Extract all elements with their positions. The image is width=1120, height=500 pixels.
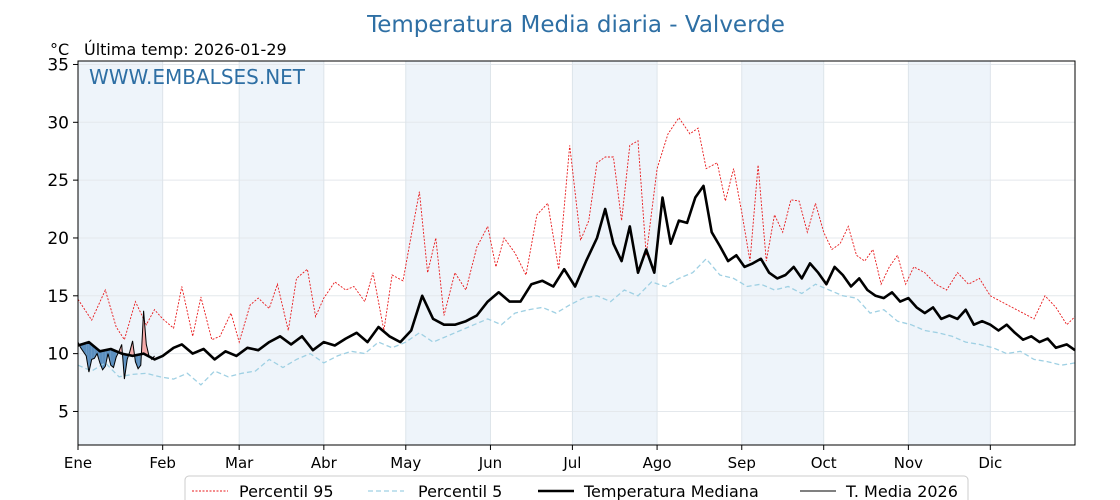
y-tick-label: 25 [47,171,69,191]
series-line-median [77,184,1076,361]
legend-box [184,475,969,500]
legend-label-median: Temperatura Mediana [583,482,759,500]
x-tick-label: Jul [562,454,581,472]
last-reading-label: Última temp: 2026-01-29 [84,40,287,59]
y-tick-label: 5 [58,402,69,422]
x-tick-label: Feb [149,454,176,472]
y-tick-label: 30 [47,113,69,133]
x-tick-label: Dic [978,454,1002,472]
x-tick-label: Oct [811,454,837,472]
legend-label-p95: Percentil 95 [239,482,334,500]
month-shade [908,61,991,445]
month-shade [239,61,324,445]
x-tick-label: May [390,454,421,472]
below-median-fill [138,354,141,369]
y-axis: 5 10 15 20 25 30 35 [47,55,78,422]
y-tick-label: 35 [47,55,69,75]
chart-title: Temperatura Media diaria - Valverde [366,12,785,38]
series-lines [77,116,1076,386]
month-shade [741,61,824,445]
legend-label-current: T. Media 2026 [845,482,958,500]
x-tick-label: Abr [311,454,338,472]
below-median-fill [80,342,87,356]
below-median-fill [88,342,92,373]
x-axis: Ene Feb Mar Abr May Jun Jul Ago Sep Oct Nov Dic [64,445,1002,472]
month-shade [78,61,163,445]
x-tick-label: Ene [64,454,92,472]
below-median-fill [110,349,114,368]
below-median-fill [102,350,106,370]
y-tick-label: 10 [47,345,69,365]
x-tick-label: Nov [894,454,923,472]
below-median-fill [91,344,95,360]
month-shading [78,61,991,445]
x-tick-label: Ago [643,454,672,472]
series-line-p5 [77,257,1076,386]
x-tick-label: Sep [728,454,756,472]
y-tick-label: 20 [47,229,69,249]
series-line-p95 [77,116,1076,344]
month-shade [405,61,491,445]
x-tick-label: Jun [478,454,502,472]
y-tick-label: 15 [47,287,69,307]
series-line-current [77,310,155,380]
month-shade [572,61,658,445]
legend-label-p5: Percentil 5 [418,482,502,500]
x-tick-label: Mar [225,454,254,472]
plot-frame [77,60,1076,446]
below-median-fill [86,342,89,373]
legend: Percentil 95 Percentil 5 Temperatura Media… [184,475,969,500]
y-axis-unit: °C [50,40,69,59]
below-median-fill [135,354,139,369]
watermark: WWW.EMBALSES.NET [89,65,306,89]
